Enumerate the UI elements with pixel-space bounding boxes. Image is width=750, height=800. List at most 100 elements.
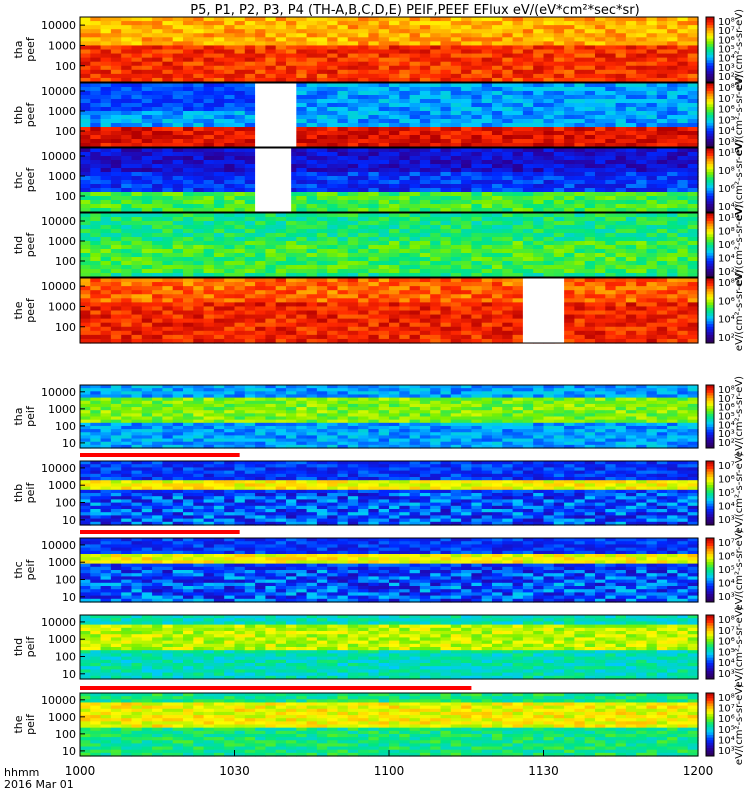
heatmap-cell [193,200,204,205]
heatmap-cell [482,99,493,104]
heatmap-cell [626,323,637,328]
heatmap-cell [368,123,379,128]
heatmap-cell [142,33,153,38]
heatmap-cell [204,168,215,173]
heatmap-cell [688,302,699,307]
heatmap-cell [533,265,544,270]
heatmap-cell [296,331,307,336]
heatmap-cell [379,29,390,34]
heatmap-cell [296,294,307,299]
heatmap-cell [513,245,524,250]
heatmap-cell [441,62,452,67]
heatmap-cell [389,87,400,92]
heatmap-cell [441,225,452,230]
heatmap-cell [152,278,163,283]
heatmap-cell [430,188,441,193]
heatmap-cell [204,286,215,291]
heatmap-cell [111,148,122,153]
heatmap-cell [564,17,575,22]
heatmap-cell [502,160,513,165]
heatmap-cell [595,127,606,132]
heatmap-cell [338,148,349,153]
heatmap-cell [595,33,606,38]
heatmap-cell [389,327,400,332]
heatmap-cell [667,29,678,34]
heatmap-cell [101,70,112,75]
heatmap-cell [389,131,400,136]
heatmap-cell [80,99,91,104]
heatmap-cell [502,241,513,246]
heatmap-cell [574,152,585,157]
heatmap-cell [420,298,431,303]
heatmap-cell [214,286,225,291]
heatmap-cell [255,319,266,324]
heatmap-cell [502,176,513,181]
heatmap-cell [595,257,606,262]
heatmap-cell [101,249,112,254]
heatmap-cell [533,152,544,157]
heatmap-cell [688,323,699,328]
heatmap-cell [626,107,637,112]
heatmap-cell [348,119,359,124]
heatmap-cell [667,99,678,104]
heatmap-cell [358,21,369,26]
heatmap-cell [132,139,143,144]
heatmap-cell [471,164,482,169]
heatmap-cell [379,188,390,193]
heatmap-cell [544,123,555,128]
heatmap-cell [430,217,441,222]
heatmap-cell [471,160,482,165]
heatmap-cell [471,249,482,254]
heatmap-cell [441,192,452,197]
heatmap-cell [90,298,101,303]
heatmap-cell [358,29,369,34]
heatmap-cell [647,111,658,116]
heatmap-cell [90,323,101,328]
heatmap-cell [317,229,328,234]
heatmap-cell [338,188,349,193]
heatmap-cell [183,253,194,258]
heatmap-cell [441,127,452,132]
heatmap-cell [451,335,462,340]
heatmap-cell [111,241,122,246]
heatmap-cell [605,294,616,299]
heatmap-cell [111,25,122,30]
heatmap-cell [636,311,647,316]
heatmap-cell [461,54,472,59]
heatmap-cell [399,192,410,197]
heatmap-cell [657,253,668,258]
heatmap-cell [399,83,410,88]
heatmap-cell [348,37,359,42]
heatmap-cell [605,331,616,336]
heatmap-cell [461,335,472,340]
heatmap-cell [121,327,132,332]
heatmap-cell [90,152,101,157]
heatmap-cell [142,152,153,157]
heatmap-cell [657,319,668,324]
heatmap-cell [348,200,359,205]
heatmap-cell [451,278,462,283]
heatmap-cell [101,192,112,197]
heatmap-cell [90,58,101,63]
heatmap-cell [368,17,379,22]
heatmap-cell [296,54,307,59]
heatmap-cell [513,298,524,303]
heatmap-cell [461,127,472,132]
heatmap-cell [214,225,225,230]
heatmap-cell [224,160,235,165]
heatmap-cell [204,237,215,242]
heatmap-cell [647,265,658,270]
heatmap-cell [595,168,606,173]
heatmap-cell [482,233,493,238]
heatmap-cell [255,62,266,67]
heatmap-cell [513,335,524,340]
heatmap-cell [626,119,637,124]
heatmap-cell [461,33,472,38]
heatmap-cell [235,66,246,71]
heatmap-cell [451,33,462,38]
heatmap-cell [461,249,472,254]
heatmap-cell [327,115,338,120]
heatmap-cell [307,257,318,262]
heatmap-cell [647,74,658,79]
heatmap-cell [368,103,379,108]
